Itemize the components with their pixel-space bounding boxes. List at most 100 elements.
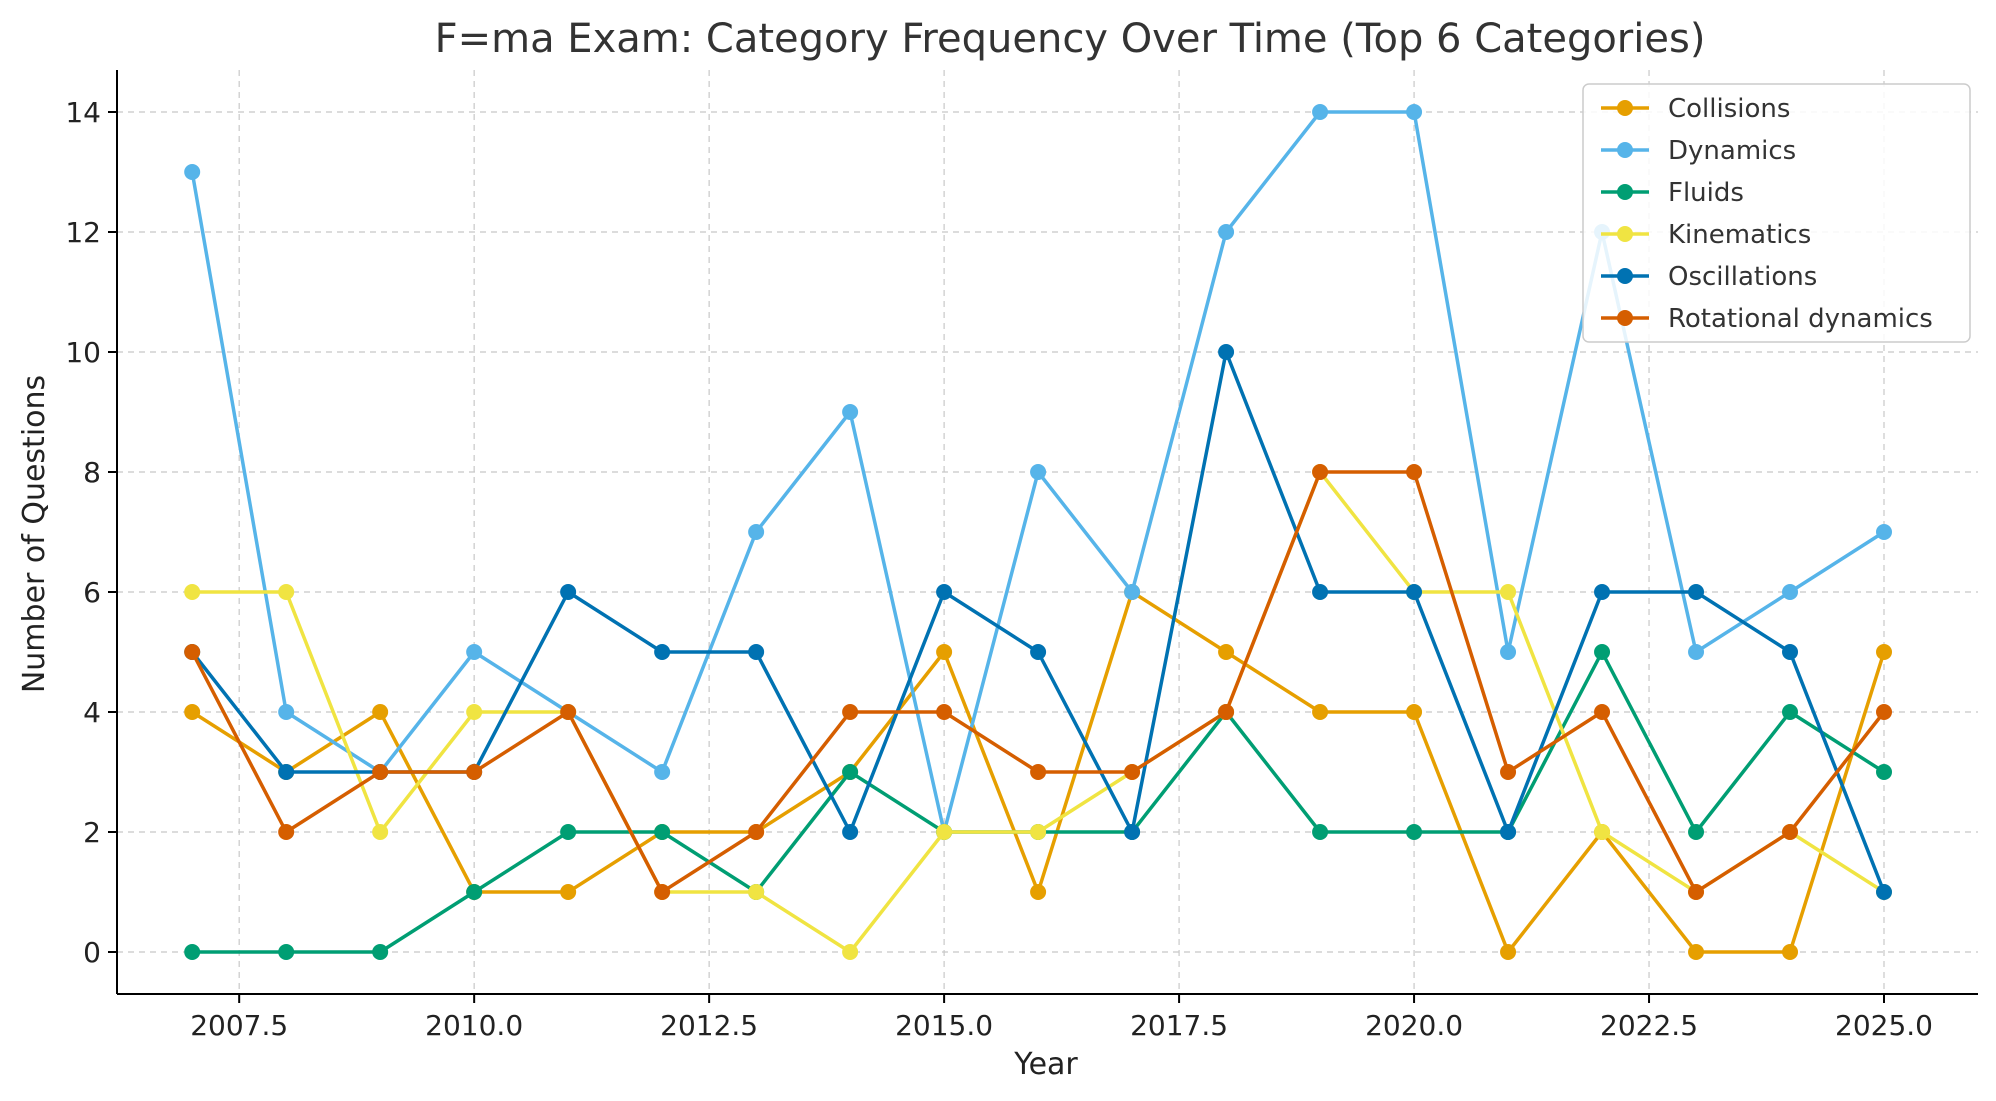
data-point-oscillations xyxy=(654,644,671,660)
data-point-dynamics xyxy=(1124,584,1141,600)
legend-label: Dynamics xyxy=(1668,136,1796,166)
x-tick-label: 2022.5 xyxy=(1600,1009,1698,1042)
data-point-kinematics xyxy=(936,824,953,840)
data-point-dynamics xyxy=(466,644,483,660)
data-point-oscillations xyxy=(1406,584,1423,600)
data-point-kinematics xyxy=(748,884,765,900)
data-point-fluids xyxy=(1688,824,1705,840)
data-point-oscillations xyxy=(748,644,765,660)
y-tick-label: 10 xyxy=(65,336,101,369)
data-point-collisions xyxy=(1782,944,1799,960)
series-fluids xyxy=(184,644,1893,960)
axes xyxy=(116,70,1978,995)
data-point-dynamics xyxy=(1312,104,1329,120)
data-point-rotational-dynamics xyxy=(936,704,953,720)
data-point-oscillations xyxy=(278,764,295,780)
legend-item-dynamics: Dynamics xyxy=(1601,136,1796,166)
data-point-fluids xyxy=(842,764,859,780)
data-point-kinematics xyxy=(184,584,201,600)
data-point-collisions xyxy=(1406,704,1423,720)
x-tick-label: 2020.0 xyxy=(1365,1009,1463,1042)
data-point-kinematics xyxy=(1594,824,1611,840)
x-tick-label: 2010.0 xyxy=(425,1009,523,1042)
data-point-dynamics xyxy=(184,164,201,180)
y-tick-label: 0 xyxy=(83,936,101,969)
data-point-rotational-dynamics xyxy=(1782,824,1799,840)
data-point-rotational-dynamics xyxy=(278,824,295,840)
data-point-dynamics xyxy=(1782,584,1799,600)
data-point-collisions xyxy=(1030,884,1047,900)
data-point-dynamics xyxy=(748,524,765,540)
y-axis-label: Number of Questions xyxy=(17,375,52,693)
data-point-rotational-dynamics xyxy=(1218,704,1235,720)
data-point-fluids xyxy=(372,944,389,960)
data-point-oscillations xyxy=(1312,584,1329,600)
x-tick-label: 2025.0 xyxy=(1835,1009,1933,1042)
series-line-fluids xyxy=(192,650,1885,954)
data-point-fluids xyxy=(1594,644,1611,660)
data-point-rotational-dynamics xyxy=(1312,464,1329,480)
data-point-collisions xyxy=(560,884,577,900)
data-point-dynamics xyxy=(1500,644,1517,660)
series-oscillations xyxy=(184,344,1893,900)
legend-box xyxy=(1582,83,1971,343)
data-point-rotational-dynamics xyxy=(372,764,389,780)
data-point-dynamics xyxy=(842,404,859,420)
data-point-dynamics xyxy=(1406,104,1423,120)
data-point-fluids xyxy=(1876,764,1893,780)
data-point-fluids xyxy=(1312,824,1329,840)
legend-label: Kinematics xyxy=(1668,220,1811,250)
data-point-kinematics xyxy=(1030,824,1047,840)
data-point-dynamics xyxy=(1218,224,1235,240)
series-line-kinematics xyxy=(192,470,1885,954)
data-point-rotational-dynamics xyxy=(1500,764,1517,780)
legend-label: Rotational dynamics xyxy=(1668,304,1933,334)
data-point-fluids xyxy=(654,824,671,840)
data-point-rotational-dynamics xyxy=(654,884,671,900)
data-point-fluids xyxy=(1782,704,1799,720)
data-point-dynamics xyxy=(654,764,671,780)
data-point-collisions xyxy=(1312,704,1329,720)
x-tick-label: 2012.5 xyxy=(660,1009,758,1042)
data-point-oscillations xyxy=(560,584,577,600)
data-point-collisions xyxy=(1218,644,1235,660)
data-point-dynamics xyxy=(1876,524,1893,540)
x-tick-label: 2015.0 xyxy=(895,1009,993,1042)
legend: Collisions Dynamics Fluids Kinematics Oscill… xyxy=(1582,83,1971,343)
data-point-rotational-dynamics xyxy=(748,824,765,840)
data-point-fluids xyxy=(278,944,295,960)
x-tick-label: 2007.5 xyxy=(190,1009,288,1042)
legend-item-fluids: Fluids xyxy=(1601,178,1744,208)
ticks: 2007.5 2010.0 2012.5 2015.0 2017.5 2020.0 2022… xyxy=(65,96,1933,1042)
data-point-oscillations xyxy=(1876,884,1893,900)
legend-item-rotational-dynamics: Rotational dynamics xyxy=(1601,304,1933,334)
data-point-rotational-dynamics xyxy=(1876,704,1893,720)
data-point-oscillations xyxy=(1124,824,1141,840)
data-point-rotational-dynamics xyxy=(842,704,859,720)
data-point-collisions xyxy=(1876,644,1893,660)
data-point-rotational-dynamics xyxy=(1688,884,1705,900)
legend-swatch-marker xyxy=(1617,142,1633,158)
data-point-oscillations xyxy=(1218,344,1235,360)
data-point-oscillations xyxy=(1782,644,1799,660)
chart-title: F=ma Exam: Category Frequency Over Time … xyxy=(435,16,1706,62)
data-point-kinematics xyxy=(842,944,859,960)
legend-swatch-marker xyxy=(1617,310,1633,326)
data-point-fluids xyxy=(184,944,201,960)
data-point-oscillations xyxy=(1688,584,1705,600)
data-point-oscillations xyxy=(842,824,859,840)
legend-swatch-marker xyxy=(1617,100,1633,116)
series-line-oscillations xyxy=(190,350,1886,893)
data-point-collisions xyxy=(1688,944,1705,960)
data-point-rotational-dynamics xyxy=(1406,464,1423,480)
data-point-oscillations xyxy=(1594,584,1611,600)
series-rotational-dynamics xyxy=(184,464,1893,900)
data-point-dynamics xyxy=(1688,644,1705,660)
legend-label: Oscillations xyxy=(1668,262,1817,292)
data-point-fluids xyxy=(1406,824,1423,840)
data-point-dynamics xyxy=(1030,464,1047,480)
data-point-kinematics xyxy=(1500,584,1517,600)
legend-item-kinematics: Kinematics xyxy=(1601,220,1811,250)
